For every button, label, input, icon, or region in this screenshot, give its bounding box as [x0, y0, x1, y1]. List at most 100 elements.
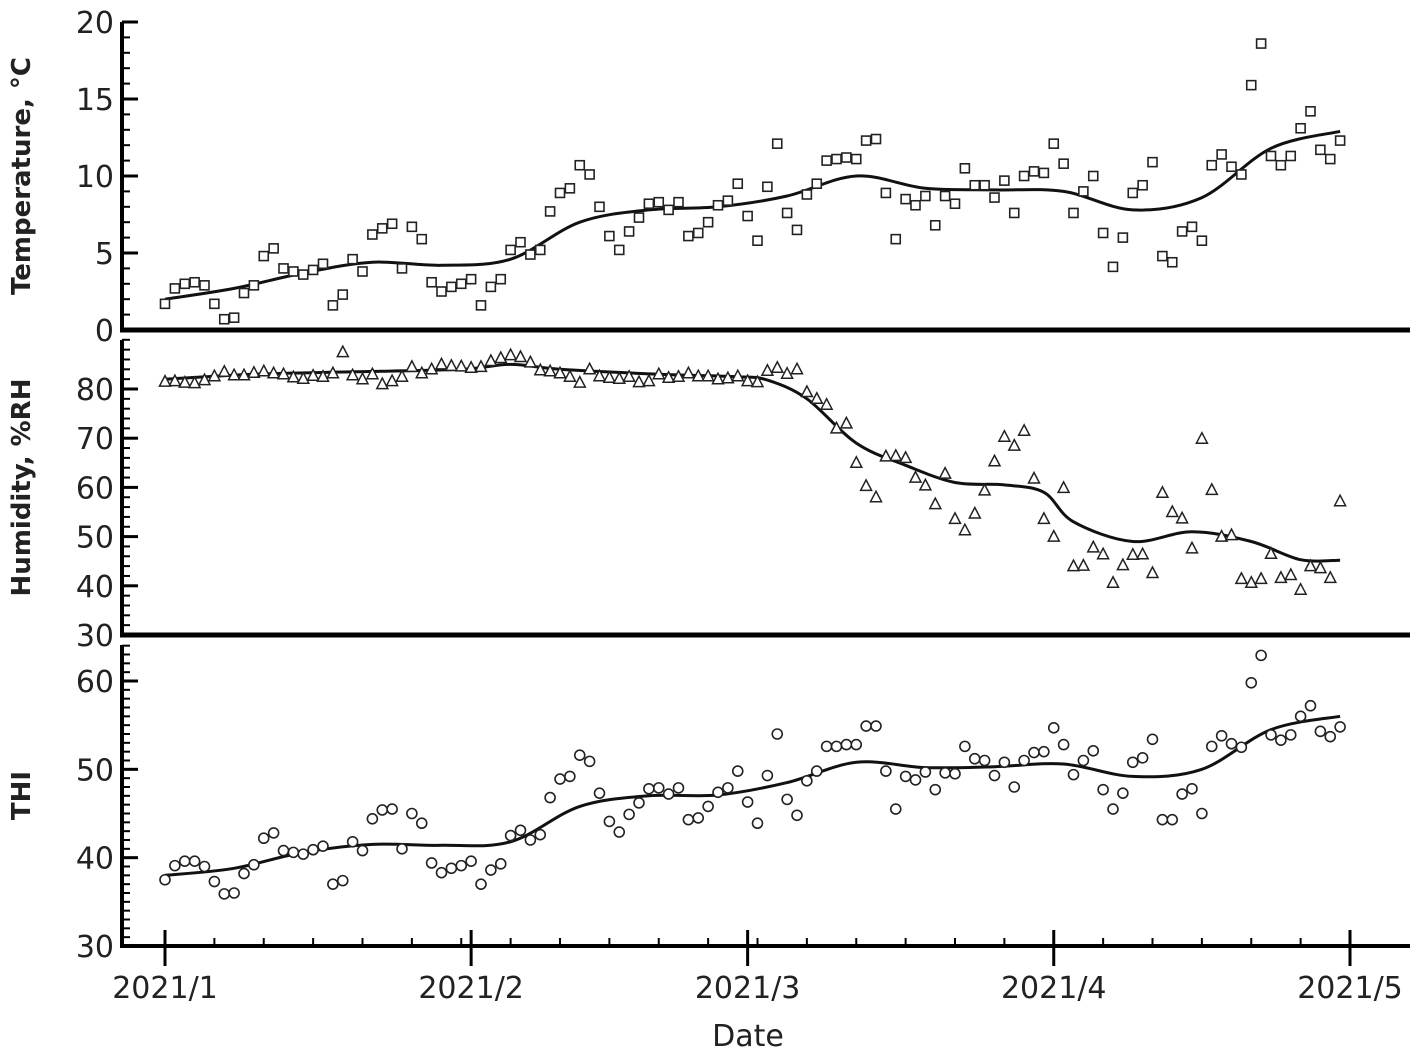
data-point-square — [1028, 166, 1040, 177]
data-point-circle — [1136, 752, 1149, 764]
trend-line — [164, 714, 1341, 877]
data-point-circle — [1077, 754, 1090, 767]
data-point-square — [900, 193, 911, 205]
data-point-square — [1186, 221, 1198, 233]
data-point-triangle — [1135, 546, 1150, 560]
data-point-triangle — [454, 358, 469, 372]
data-point-circle — [1028, 746, 1040, 759]
data-point-circle — [317, 840, 329, 852]
data-point-square — [762, 181, 773, 193]
data-point-square — [564, 183, 576, 194]
x-tick-label: 2021/5 — [1297, 971, 1403, 1006]
data-point-square — [653, 196, 665, 208]
data-point-square — [1255, 38, 1267, 49]
data-point-circle — [1107, 803, 1119, 815]
data-point-triangle — [1234, 571, 1249, 585]
data-point-triangle — [849, 455, 864, 469]
data-point-circle — [968, 752, 981, 765]
data-point-circle — [959, 740, 971, 753]
data-point-triangle — [928, 496, 943, 510]
data-point-square — [218, 313, 230, 325]
data-point-triangle — [178, 374, 192, 388]
data-point-circle — [731, 765, 744, 777]
data-point-square — [278, 263, 289, 274]
data-point-square — [1117, 232, 1129, 243]
data-point-circle — [1117, 787, 1129, 799]
data-point-circle — [880, 765, 892, 777]
data-point-square — [159, 298, 171, 310]
data-point-circle — [1057, 738, 1070, 751]
data-point-triangle — [879, 448, 893, 462]
data-point-triangle — [533, 362, 548, 376]
data-point-triangle — [1155, 485, 1170, 499]
data-point-square — [1137, 179, 1148, 191]
data-point-triangle — [1274, 570, 1288, 584]
data-point-triangle — [908, 469, 923, 483]
data-point-circle — [494, 858, 507, 870]
data-point-square — [347, 253, 358, 265]
data-point-triangle — [671, 369, 686, 382]
data-point-circle — [889, 803, 902, 815]
data-point-circle — [218, 888, 231, 900]
data-point-square — [248, 280, 260, 291]
data-point-triangle — [237, 367, 251, 381]
data-point-triangle — [1303, 558, 1318, 572]
data-point-circle — [771, 728, 784, 740]
data-point-square — [416, 233, 428, 245]
data-point-triangle — [997, 429, 1012, 442]
panel-3: 30 40 50 60 THI — [7, 644, 1346, 965]
data-point-circle — [603, 815, 616, 828]
data-point-circle — [909, 774, 922, 786]
data-point-triangle — [711, 371, 725, 385]
data-point-triangle — [326, 365, 340, 379]
y-tick-label: 15 — [76, 83, 114, 118]
y-tick-label: 0 — [95, 314, 114, 349]
data-point-circle — [801, 775, 813, 787]
data-point-square — [209, 298, 220, 310]
data-point-square — [258, 250, 270, 262]
y-axis-title: THI — [7, 771, 37, 820]
data-point-triangle — [217, 364, 232, 378]
data-point-triangle — [1037, 511, 1051, 525]
data-point-triangle — [405, 359, 419, 373]
data-point-square — [1157, 250, 1168, 262]
data-point-circle — [850, 738, 863, 751]
data-point-triangle — [1017, 423, 1031, 437]
data-point-circle — [1067, 768, 1080, 781]
data-point-triangle — [316, 369, 330, 382]
y-axis-title: Temperature, °C — [7, 57, 37, 295]
data-point-triangle — [1047, 528, 1061, 542]
data-point-triangle — [918, 477, 933, 491]
data-point-triangle — [1145, 565, 1160, 579]
data-point-square — [673, 196, 684, 208]
data-point-circle — [662, 788, 675, 800]
data-point-square — [604, 230, 615, 242]
data-point-square — [1107, 261, 1119, 273]
data-point-circle — [1156, 813, 1169, 826]
data-point-circle — [188, 855, 201, 868]
data-point-circle — [524, 834, 537, 846]
data-point-triangle — [266, 365, 281, 379]
data-point-square — [702, 216, 714, 228]
data-point-circle — [682, 813, 695, 826]
data-point-square — [1068, 207, 1079, 219]
data-point-circle — [1176, 788, 1188, 800]
data-point-circle — [1215, 729, 1228, 742]
data-point-triangle — [563, 369, 577, 382]
data-point-triangle — [731, 368, 745, 382]
data-point-triangle — [938, 465, 952, 479]
data-point-triangle — [247, 365, 261, 379]
data-point-square — [1196, 235, 1208, 246]
data-point-square — [683, 230, 694, 242]
x-tick-label: 2021/3 — [695, 971, 801, 1006]
data-point-circle — [1265, 729, 1277, 741]
data-point-triangle — [1264, 546, 1278, 560]
x-tick-label: 2021/2 — [418, 971, 524, 1006]
data-point-triangle — [977, 482, 992, 496]
data-point-circle — [297, 848, 310, 860]
data-point-triangle — [770, 360, 785, 374]
data-point-triangle — [1066, 558, 1081, 572]
data-point-triangle — [355, 371, 370, 385]
x-tick-label: 2021/1 — [112, 971, 218, 1006]
